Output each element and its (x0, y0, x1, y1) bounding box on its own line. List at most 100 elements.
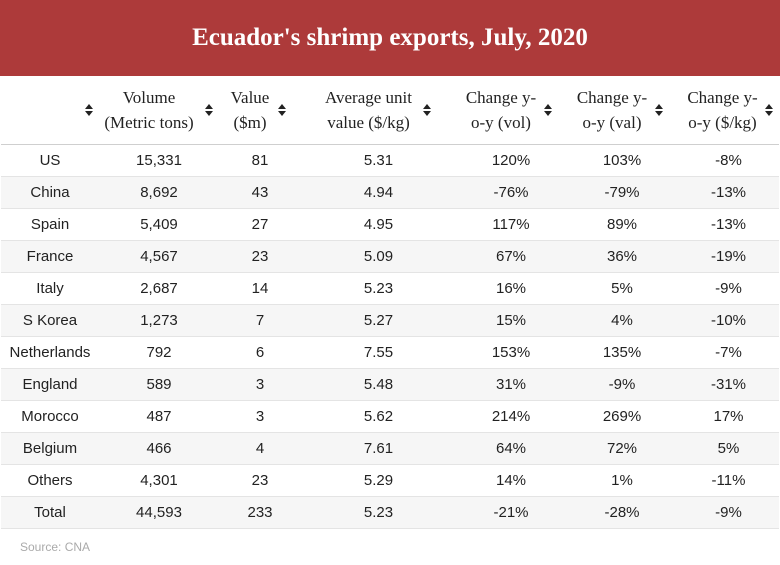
data-cell: 5.48 (301, 368, 456, 401)
sort-icon[interactable] (763, 104, 775, 116)
data-cell: 3 (219, 400, 301, 433)
country-cell: Morocco (1, 400, 99, 433)
column-header-label: Average unit value ($/kg) (324, 88, 412, 132)
data-cell: 269% (566, 400, 678, 433)
column-header[interactable]: Volume (Metric tons) (99, 76, 219, 145)
table-body: US 15,331 81 5.31 120% 103% -8% China 8,692 43 4.9… (1, 144, 779, 529)
table-row: Italy 2,687 14 5.23 16% 5% -9% (1, 272, 779, 305)
data-cell: 1% (566, 464, 678, 497)
data-cell: -19% (678, 240, 779, 273)
data-cell: 3 (219, 368, 301, 401)
country-cell: Others (1, 464, 99, 497)
sort-icon[interactable] (542, 104, 554, 116)
data-cell: 2,687 (99, 272, 219, 305)
data-cell: 214% (456, 400, 566, 433)
column-header[interactable]: Change y-o-y (vol) (456, 76, 566, 145)
header-row: Volume (Metric tons) Value ($m) Average un… (1, 76, 779, 145)
data-cell: -76% (456, 176, 566, 209)
table-row: Netherlands 792 6 7.55 153% 135% -7% (1, 336, 779, 369)
data-cell: 153% (456, 336, 566, 369)
country-cell: US (1, 144, 99, 177)
column-header-label: Change y-o-y (val) (576, 88, 648, 132)
data-cell: 67% (456, 240, 566, 273)
sort-icon[interactable] (276, 104, 288, 116)
column-header[interactable] (1, 76, 99, 145)
data-cell: 103% (566, 144, 678, 177)
data-cell: 5% (566, 272, 678, 305)
data-cell: 5% (678, 432, 779, 465)
data-cell: 4.95 (301, 208, 456, 241)
table-row: Spain 5,409 27 4.95 117% 89% -13% (1, 208, 779, 241)
column-header-label: Change y-o-y (vol) (465, 88, 537, 132)
data-cell: -13% (678, 208, 779, 241)
table-title: Ecuador's shrimp exports, July, 2020 (192, 24, 588, 51)
column-header[interactable]: Value ($m) (219, 76, 301, 145)
data-cell: 14 (219, 272, 301, 305)
data-cell: 5.23 (301, 272, 456, 305)
country-cell: England (1, 368, 99, 401)
data-cell: -7% (678, 336, 779, 369)
data-cell: 14% (456, 464, 566, 497)
data-cell: -9% (678, 496, 779, 529)
table-row: Belgium 466 4 7.61 64% 72% 5% (1, 432, 779, 465)
sort-icon[interactable] (421, 104, 433, 116)
data-cell: 16% (456, 272, 566, 305)
country-cell: Netherlands (1, 336, 99, 369)
country-cell: France (1, 240, 99, 273)
table-row: Others 4,301 23 5.29 14% 1% -11% (1, 464, 779, 497)
data-cell: -31% (678, 368, 779, 401)
data-cell: 15% (456, 304, 566, 337)
title-bar: Ecuador's shrimp exports, July, 2020 (0, 0, 780, 76)
table-row: Total 44,593 233 5.23 -21% -28% -9% (1, 496, 779, 529)
data-cell: 5.31 (301, 144, 456, 177)
data-cell: 5.23 (301, 496, 456, 529)
table-row: France 4,567 23 5.09 67% 36% -19% (1, 240, 779, 273)
column-header-label: Change y-o-y ($/kg) (687, 88, 758, 132)
data-cell: 4 (219, 432, 301, 465)
sort-icon[interactable] (83, 104, 95, 116)
country-cell: S Korea (1, 304, 99, 337)
table-row: Morocco 487 3 5.62 214% 269% 17% (1, 400, 779, 433)
table-row: US 15,331 81 5.31 120% 103% -8% (1, 144, 779, 177)
data-cell: 23 (219, 240, 301, 273)
column-header-label: Volume (Metric tons) (104, 88, 194, 132)
data-cell: 8,692 (99, 176, 219, 209)
source-note: Source: CNA (20, 540, 91, 554)
data-cell: 589 (99, 368, 219, 401)
data-cell: 792 (99, 336, 219, 369)
data-cell: 5.62 (301, 400, 456, 433)
sort-icon[interactable] (203, 104, 215, 116)
column-header[interactable]: Change y-o-y ($/kg) (678, 76, 779, 145)
column-header-label: Value ($m) (230, 88, 270, 132)
data-cell: 17% (678, 400, 779, 433)
country-cell: Italy (1, 272, 99, 305)
data-cell: 233 (219, 496, 301, 529)
data-cell: -11% (678, 464, 779, 497)
data-cell: -9% (678, 272, 779, 305)
data-cell: 4% (566, 304, 678, 337)
data-cell: 6 (219, 336, 301, 369)
country-cell: Belgium (1, 432, 99, 465)
data-cell: -28% (566, 496, 678, 529)
data-cell: 23 (219, 464, 301, 497)
data-cell: 36% (566, 240, 678, 273)
data-cell: 43 (219, 176, 301, 209)
column-header[interactable]: Change y-o-y (val) (566, 76, 678, 145)
data-cell: 4,567 (99, 240, 219, 273)
data-cell: 89% (566, 208, 678, 241)
country-cell: Total (1, 496, 99, 529)
data-cell: -8% (678, 144, 779, 177)
data-cell: 466 (99, 432, 219, 465)
column-header[interactable]: Average unit value ($/kg) (301, 76, 456, 145)
sort-icon[interactable] (653, 104, 665, 116)
table-row: S Korea 1,273 7 5.27 15% 4% -10% (1, 304, 779, 337)
data-cell: 44,593 (99, 496, 219, 529)
data-cell: 135% (566, 336, 678, 369)
data-cell: 4,301 (99, 464, 219, 497)
data-cell: 7 (219, 304, 301, 337)
data-cell: 7.55 (301, 336, 456, 369)
country-cell: China (1, 176, 99, 209)
data-cell: -13% (678, 176, 779, 209)
data-cell: 117% (456, 208, 566, 241)
